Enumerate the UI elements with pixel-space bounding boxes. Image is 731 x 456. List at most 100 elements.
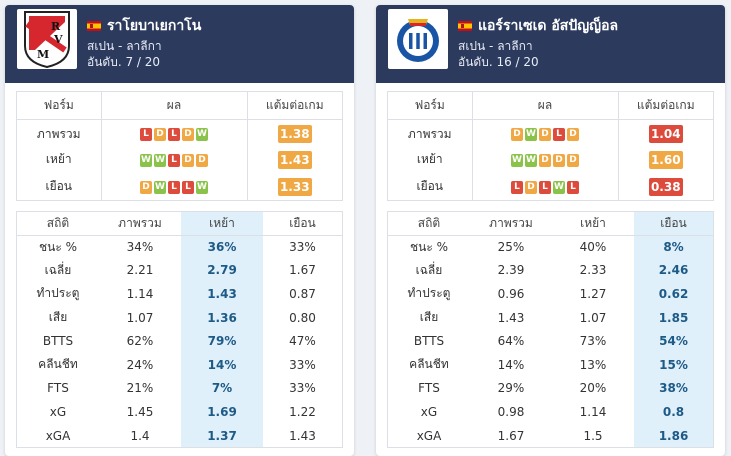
result-badge[interactable]: L (539, 180, 551, 194)
stat-overall: 1.07 (126, 310, 154, 325)
team-header: R V M ราโยบาเยกาโน สเปน - ลาลีกา อันดับ.… (5, 5, 354, 83)
result-badge[interactable]: D (511, 128, 523, 142)
result-badge[interactable]: W (196, 180, 208, 194)
stat-away: 1.22 (289, 404, 316, 419)
stat-home: 13% (579, 357, 607, 372)
stats-row: FTS 21% 7% 33% (17, 376, 342, 401)
form-row: เยือน D W L L W 1.33 (17, 173, 342, 200)
form-table: ฟอร์ม ผล แต้มต่อเกม ภาพรวม L D L D W 1.38 เหย้า… (16, 91, 343, 201)
stat-overall: 0.96 (497, 286, 525, 301)
stat-away: 38% (634, 376, 713, 401)
stats-row: xG 0.98 1.14 0.8 (388, 400, 713, 424)
team-logo[interactable]: R V M (17, 9, 77, 69)
form-row-label: เหย้า (45, 152, 72, 166)
stat-home: 1.14 (579, 404, 607, 419)
ppg-cell: 1.38 (246, 119, 342, 146)
result-badge[interactable]: D (539, 128, 551, 142)
result-badge[interactable]: D (182, 153, 194, 167)
stats-row: เสีย 1.07 1.36 0.80 (17, 305, 342, 330)
stat-label: FTS (47, 381, 69, 396)
stat-label: BTTS (413, 334, 445, 349)
espanyol-crest-icon (397, 19, 439, 62)
result-badge[interactable]: D (567, 153, 579, 167)
stat-home: 79% (181, 329, 263, 353)
stat-home: 1.37 (181, 423, 263, 448)
result-badge[interactable]: L (567, 180, 579, 194)
result-badge[interactable]: D (154, 128, 166, 142)
stat-home: 1.69 (181, 400, 263, 424)
stats-row: คลีนชีท 14% 13% 15% (388, 352, 713, 377)
stats-row: xGA 1.67 1.5 1.86 (388, 423, 713, 448)
team-logo[interactable] (388, 9, 448, 69)
result-badge[interactable]: L (553, 128, 565, 142)
stats-header: สถิติ (17, 212, 99, 236)
result-badge[interactable]: W (525, 153, 537, 167)
result-badge[interactable]: W (154, 180, 166, 194)
result-badge[interactable]: W (140, 153, 152, 167)
result-badge[interactable]: W (196, 128, 208, 142)
stats-row: เฉลี่ย 2.21 2.79 1.67 (17, 258, 342, 283)
result-badge[interactable]: D (196, 153, 208, 167)
result-badge[interactable]: W (511, 153, 523, 167)
stat-overall: 2.21 (126, 263, 154, 278)
result-badge[interactable]: D (553, 153, 565, 167)
result-badge[interactable]: L (168, 128, 180, 142)
rayo-crest-icon: R V M (24, 11, 70, 68)
stat-overall: 34% (126, 240, 154, 255)
stats-row: FTS 29% 20% 38% (388, 376, 713, 401)
team-header: แอร์ราเซเด อัสปัญญ็อล สเปน - ลาลีกา อันด… (376, 5, 725, 83)
result-badge[interactable]: D (567, 128, 579, 142)
stat-overall: 1.45 (126, 404, 154, 419)
team-card-home: R V M ราโยบาเยกาโน สเปน - ลาลีกา อันดับ.… (5, 5, 354, 456)
stats-row: BTTS 64% 73% 54% (388, 329, 713, 353)
svg-text:M: M (37, 48, 49, 61)
stat-away: 0.87 (289, 286, 316, 301)
stat-label: ทำประตู (36, 286, 80, 301)
form-row-label: ภาพรวม (36, 126, 81, 141)
stat-home: 1.43 (181, 282, 263, 306)
stat-label: xGA (416, 428, 442, 443)
stat-label: เสีย (419, 310, 439, 325)
form-row: เยือน L D L W L 0.38 (388, 173, 713, 200)
stat-overall: 1.4 (130, 428, 150, 443)
result-badge[interactable]: W (525, 128, 537, 142)
stat-overall: 21% (126, 381, 154, 396)
stat-home: 2.33 (579, 263, 607, 278)
stat-home: 1.07 (579, 310, 607, 325)
stat-away: 33% (289, 381, 316, 396)
stat-label: เฉลี่ย (415, 262, 443, 277)
form-row: เหย้า W W D D D 1.60 (388, 146, 713, 173)
result-badge[interactable]: L (182, 180, 194, 194)
result-badge[interactable]: D (539, 153, 551, 167)
result-badge[interactable]: D (182, 128, 194, 142)
stat-away: 1.43 (289, 428, 316, 443)
stat-overall: 25% (497, 240, 525, 255)
result-badge[interactable]: L (511, 180, 523, 194)
result-badge[interactable]: W (154, 153, 166, 167)
result-badge[interactable]: D (140, 180, 152, 194)
form-row-label: เยือน (416, 179, 444, 193)
result-badge[interactable]: D (525, 180, 537, 194)
stat-home: 7% (181, 376, 263, 401)
stat-home: 20% (579, 381, 607, 396)
team-name[interactable]: ราโยบาเยกาโน (107, 18, 202, 34)
stat-label: xG (420, 404, 438, 419)
result-badge[interactable]: W (553, 180, 565, 194)
stat-label: คลีนชีท (38, 357, 78, 372)
stat-label: เฉลี่ย (44, 262, 72, 277)
stat-label: เสีย (48, 310, 68, 325)
team-name[interactable]: แอร์ราเซเด อัสปัญญ็อล (478, 18, 619, 34)
stat-away: 2.46 (634, 258, 713, 283)
stat-away: 47% (289, 334, 316, 349)
stats-row: xGA 1.4 1.37 1.43 (17, 423, 342, 448)
svg-text:R: R (51, 20, 61, 33)
form-row-label: ภาพรวม (407, 126, 452, 141)
stat-home: 36% (181, 235, 263, 259)
stat-overall: 64% (497, 334, 525, 349)
result-badge[interactable]: L (168, 180, 180, 194)
result-badge[interactable]: L (168, 153, 180, 167)
result-badge[interactable]: L (140, 128, 152, 142)
